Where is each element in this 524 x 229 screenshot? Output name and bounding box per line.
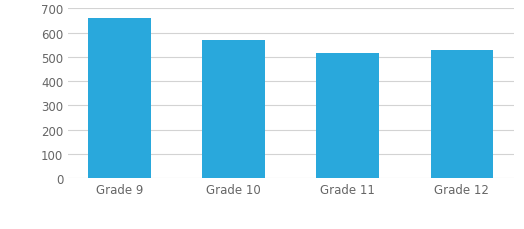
- Bar: [202, 41, 265, 179]
- Bar: [431, 50, 493, 179]
- Bar: [316, 54, 379, 179]
- Bar: [89, 19, 151, 179]
